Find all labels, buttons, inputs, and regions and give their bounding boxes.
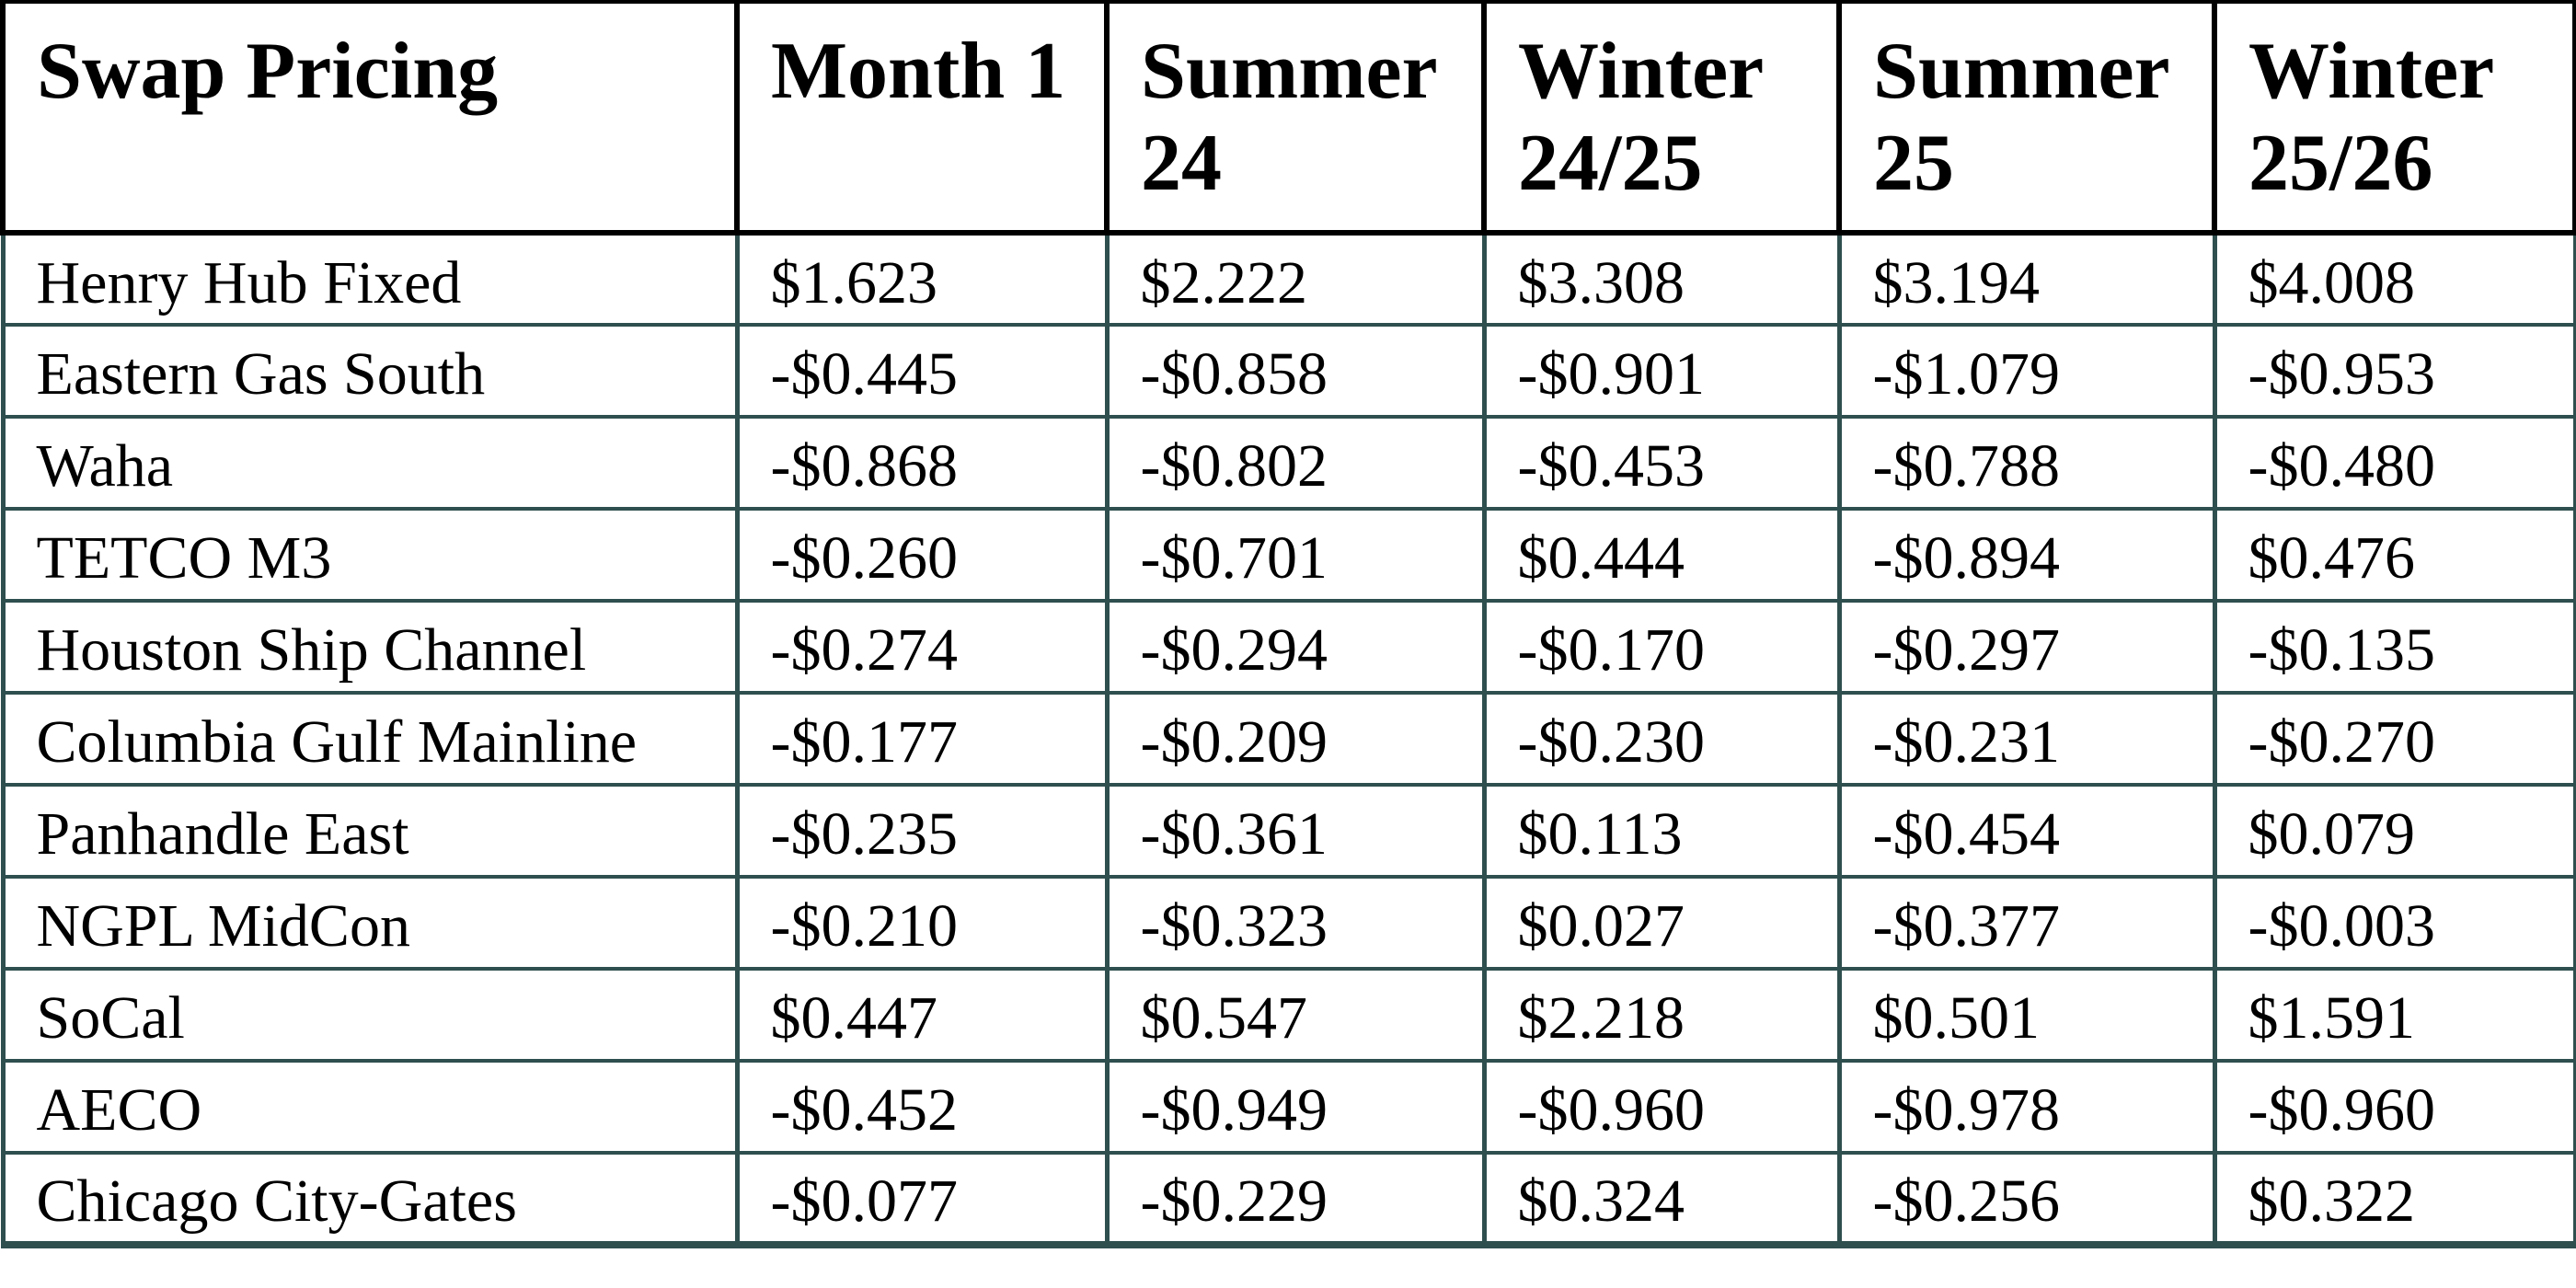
value-cell: $0.476 xyxy=(2212,507,2576,603)
table-row: Henry Hub Fixed $1.623 $2.222 $3.308 $3.194 $… xyxy=(0,231,2576,327)
value-cell: -$0.135 xyxy=(2212,599,2576,695)
value-cell: -$0.297 xyxy=(1836,599,2217,695)
value-cell: -$0.802 xyxy=(1104,415,1487,511)
value-cell: -$1.079 xyxy=(1836,323,2217,419)
value-cell: -$0.453 xyxy=(1481,415,1842,511)
value-cell: -$0.260 xyxy=(734,507,1110,603)
value-cell: -$0.209 xyxy=(1104,691,1487,787)
row-label-cell: Eastern Gas South xyxy=(0,323,740,419)
table-row: Houston Ship Channel -$0.274 -$0.294 -$0.17… xyxy=(0,599,2576,695)
table-header: Swap Pricing Month 1 Summer 24 Winter 24/25… xyxy=(0,0,2576,236)
row-label-cell: Houston Ship Channel xyxy=(0,599,740,695)
value-cell: -$0.235 xyxy=(734,783,1110,879)
value-cell: -$0.452 xyxy=(734,1059,1110,1155)
table-row: Panhandle East -$0.235 -$0.361 $0.113 -$0.45… xyxy=(0,783,2576,879)
header-cell: Summer 25 xyxy=(1836,0,2217,236)
value-cell: -$0.454 xyxy=(1836,783,2217,879)
value-cell: -$0.901 xyxy=(1481,323,1842,419)
header-cell: Month 1 xyxy=(734,0,1110,236)
value-cell: $0.324 xyxy=(1481,1151,1842,1248)
value-cell: -$0.445 xyxy=(734,323,1110,419)
row-label-cell: TETCO M3 xyxy=(0,507,740,603)
row-label-cell: Waha xyxy=(0,415,740,511)
value-cell: -$0.229 xyxy=(1104,1151,1487,1248)
value-cell: $0.322 xyxy=(2212,1151,2576,1248)
header-cell: Summer 24 xyxy=(1104,0,1487,236)
value-cell: $0.113 xyxy=(1481,783,1842,879)
value-cell: $0.501 xyxy=(1836,967,2217,1063)
value-cell: $2.218 xyxy=(1481,967,1842,1063)
value-cell: -$0.231 xyxy=(1836,691,2217,787)
value-cell: -$0.377 xyxy=(1836,875,2217,971)
value-cell: $1.623 xyxy=(734,231,1110,327)
value-cell: -$0.953 xyxy=(2212,323,2576,419)
value-cell: $0.079 xyxy=(2212,783,2576,879)
value-cell: -$0.960 xyxy=(1481,1059,1842,1155)
table-row: Chicago City-Gates -$0.077 -$0.229 $0.324 -$… xyxy=(0,1151,2576,1248)
value-cell: -$0.894 xyxy=(1836,507,2217,603)
header-cell: Winter 24/25 xyxy=(1481,0,1842,236)
table-body: Henry Hub Fixed $1.623 $2.222 $3.308 $3.194 $… xyxy=(0,231,2576,1248)
table-row: AECO -$0.452 -$0.949 -$0.960 -$0.978 -$0.960 xyxy=(0,1059,2576,1155)
value-cell: -$0.701 xyxy=(1104,507,1487,603)
value-cell: -$0.270 xyxy=(2212,691,2576,787)
value-cell: $4.008 xyxy=(2212,231,2576,327)
table-row: Waha -$0.868 -$0.802 -$0.453 -$0.788 -$0.480 xyxy=(0,415,2576,511)
value-cell: $0.447 xyxy=(734,967,1110,1063)
table-row: NGPL MidCon -$0.210 -$0.323 $0.027 -$0.377 -$… xyxy=(0,875,2576,971)
value-cell: -$0.294 xyxy=(1104,599,1487,695)
row-label-cell: Panhandle East xyxy=(0,783,740,879)
value-cell: $0.547 xyxy=(1104,967,1487,1063)
row-label-cell: Henry Hub Fixed xyxy=(0,231,740,327)
row-label-cell: Columbia Gulf Mainline xyxy=(0,691,740,787)
swap-pricing-table: Swap Pricing Month 1 Summer 24 Winter 24/25… xyxy=(0,0,2576,1248)
value-cell: -$0.788 xyxy=(1836,415,2217,511)
table-row: SoCal $0.447 $0.547 $2.218 $0.501 $1.591 xyxy=(0,967,2576,1063)
value-cell: -$0.868 xyxy=(734,415,1110,511)
header-cell-title: Swap Pricing xyxy=(0,0,740,236)
header-row: Swap Pricing Month 1 Summer 24 Winter 24/25… xyxy=(0,0,2576,236)
value-cell: -$0.210 xyxy=(734,875,1110,971)
row-label-cell: NGPL MidCon xyxy=(0,875,740,971)
value-cell: -$0.323 xyxy=(1104,875,1487,971)
row-label-cell: AECO xyxy=(0,1059,740,1155)
table-row: TETCO M3 -$0.260 -$0.701 $0.444 -$0.894 $0.47… xyxy=(0,507,2576,603)
value-cell: -$0.077 xyxy=(734,1151,1110,1248)
row-label-cell: Chicago City-Gates xyxy=(0,1151,740,1248)
value-cell: $3.194 xyxy=(1836,231,2217,327)
value-cell: -$0.230 xyxy=(1481,691,1842,787)
value-cell: -$0.949 xyxy=(1104,1059,1487,1155)
value-cell: $0.444 xyxy=(1481,507,1842,603)
value-cell: -$0.177 xyxy=(734,691,1110,787)
table-row: Columbia Gulf Mainline -$0.177 -$0.209 -$0.… xyxy=(0,691,2576,787)
header-cell: Winter 25/26 xyxy=(2212,0,2576,236)
value-cell: $2.222 xyxy=(1104,231,1487,327)
value-cell: -$0.256 xyxy=(1836,1151,2217,1248)
value-cell: -$0.978 xyxy=(1836,1059,2217,1155)
value-cell: $1.591 xyxy=(2212,967,2576,1063)
value-cell: -$0.960 xyxy=(2212,1059,2576,1155)
value-cell: $3.308 xyxy=(1481,231,1842,327)
value-cell: -$0.003 xyxy=(2212,875,2576,971)
value-cell: $0.027 xyxy=(1481,875,1842,971)
value-cell: -$0.858 xyxy=(1104,323,1487,419)
value-cell: -$0.361 xyxy=(1104,783,1487,879)
value-cell: -$0.480 xyxy=(2212,415,2576,511)
value-cell: -$0.170 xyxy=(1481,599,1842,695)
value-cell: -$0.274 xyxy=(734,599,1110,695)
table-row: Eastern Gas South -$0.445 -$0.858 -$0.901 -$… xyxy=(0,323,2576,419)
row-label-cell: SoCal xyxy=(0,967,740,1063)
